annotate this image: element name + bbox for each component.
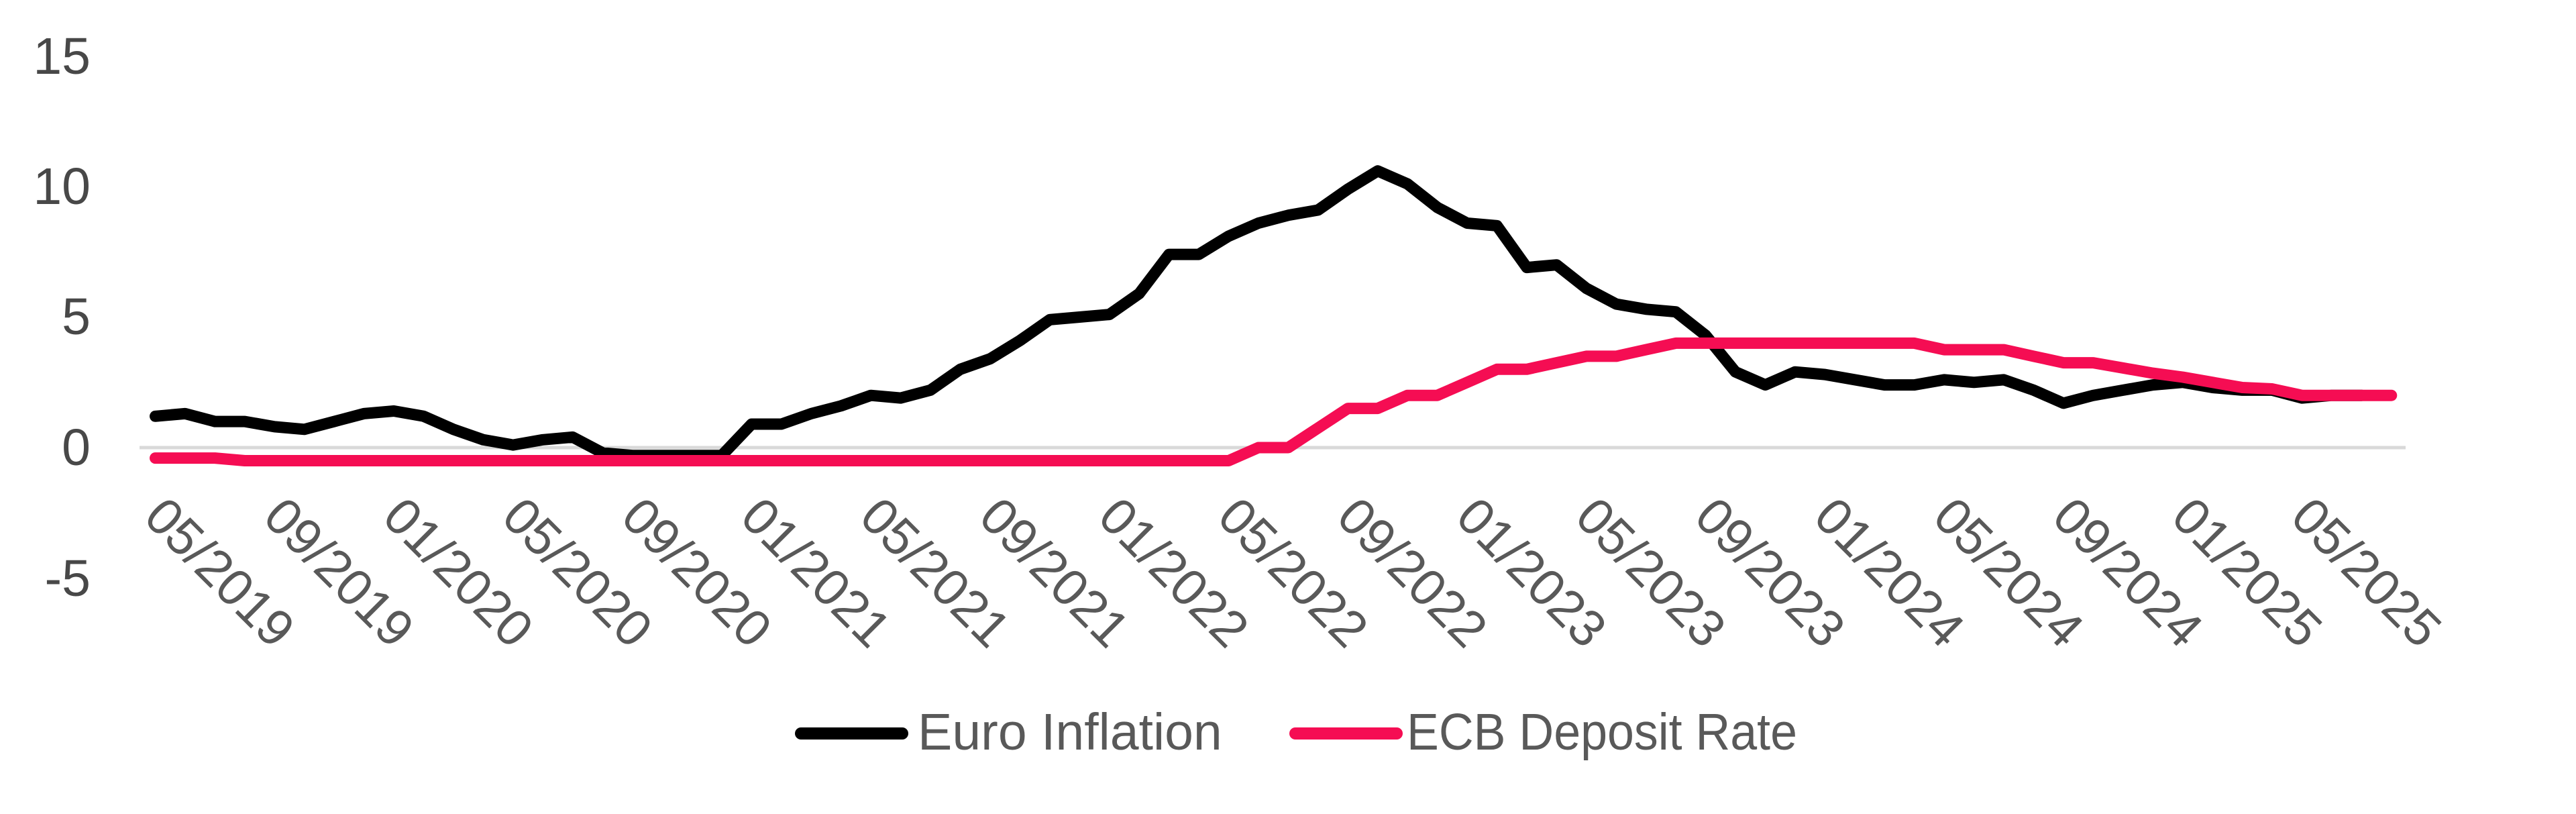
svg-text:5: 5 [62, 288, 91, 346]
svg-text:ECB Deposit Rate: ECB Deposit Rate [1407, 703, 1797, 761]
svg-text:-5: -5 [45, 550, 91, 607]
svg-text:Euro Inflation: Euro Inflation [918, 703, 1222, 761]
svg-text:0: 0 [62, 419, 91, 476]
svg-text:15: 15 [33, 28, 91, 85]
svg-text:10: 10 [33, 158, 91, 215]
